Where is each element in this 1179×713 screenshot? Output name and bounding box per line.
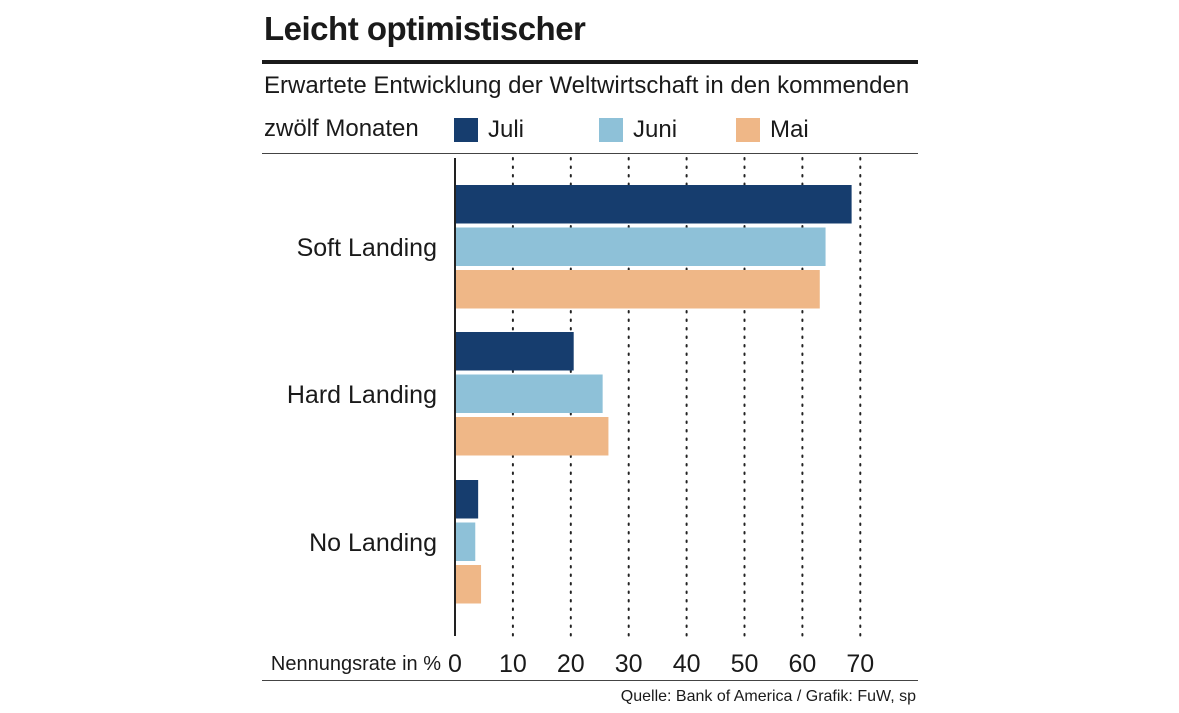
x-tick-label-20: 20: [557, 650, 585, 678]
bar-soft-landing-juli: [455, 185, 852, 224]
chart-subtitle-line2: zwölf Monaten: [264, 115, 419, 142]
x-tick-label-50: 50: [731, 650, 759, 678]
footer-divider: [262, 680, 918, 681]
bar-soft-landing-juni: [455, 227, 826, 266]
legend-label-mai: Mai: [770, 116, 809, 143]
legend-item-mai: Mai: [736, 116, 809, 144]
legend-swatch-juli: [454, 118, 478, 142]
x-tick-label-60: 60: [788, 650, 816, 678]
legend-swatch-juni: [599, 118, 623, 142]
bar-no-landing-juli: [455, 480, 479, 519]
category-label-no-landing: No Landing: [309, 529, 437, 557]
bar-no-landing-mai: [455, 565, 482, 604]
bar-no-landing-juni: [455, 522, 476, 561]
x-tick-label-70: 70: [846, 650, 874, 678]
legend-item-juni: Juni: [599, 116, 677, 144]
chart-subtitle-line1: Erwartete Entwicklung der Weltwirtschaft…: [264, 72, 910, 99]
bar-hard-landing-mai: [455, 417, 609, 456]
source-note: Quelle: Bank of America / Grafik: FuW, s…: [620, 688, 916, 705]
category-label-soft-landing: Soft Landing: [297, 234, 437, 262]
x-tick-label-30: 30: [615, 650, 643, 678]
bar-soft-landing-mai: [455, 270, 820, 309]
title-rule: [262, 60, 918, 64]
x-tick-label-40: 40: [673, 650, 701, 678]
legend-label-juni: Juni: [633, 116, 678, 143]
category-label-hard-landing: Hard Landing: [287, 381, 437, 409]
legend-label-juli: Juli: [488, 116, 525, 143]
header-divider: [262, 153, 918, 154]
x-axis-label: Nennungsrate in %: [271, 653, 441, 675]
chart-title: Leicht optimistischer: [264, 10, 586, 47]
legend-swatch-mai: [736, 118, 760, 142]
bar-hard-landing-juli: [455, 332, 574, 371]
bar-hard-landing-juni: [455, 374, 603, 413]
legend-item-juli: Juli: [454, 116, 524, 144]
x-tick-label-0: 0: [448, 650, 462, 678]
x-tick-label-10: 10: [499, 650, 527, 678]
